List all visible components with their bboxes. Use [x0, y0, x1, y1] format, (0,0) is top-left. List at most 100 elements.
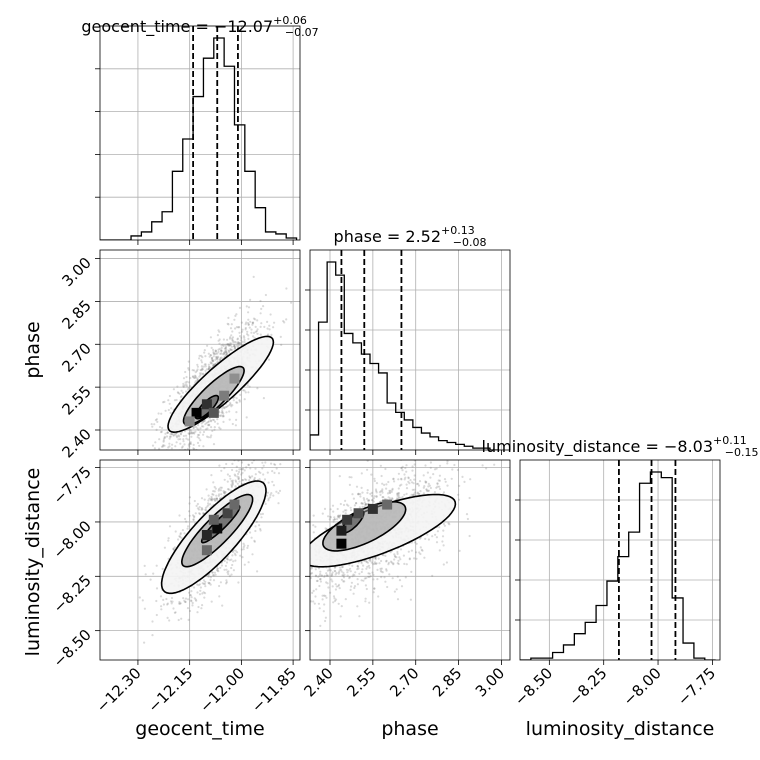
- scatter-point: [296, 578, 298, 580]
- scatter-point: [355, 485, 359, 488]
- scatter-point: [350, 476, 353, 479]
- scatter-point: [342, 510, 345, 513]
- scatter-point: [223, 407, 226, 410]
- scatter-point: [321, 594, 324, 597]
- scatter-point: [408, 557, 411, 560]
- scatter-point: [230, 484, 233, 487]
- scatter-point: [393, 590, 396, 593]
- scatter-point: [163, 546, 166, 549]
- scatter-point: [262, 305, 265, 308]
- scatter-point: [335, 571, 338, 575]
- scatter-point: [193, 448, 196, 450]
- scatter-point: [209, 578, 212, 582]
- scatter-point: [166, 616, 169, 620]
- scatter-point: [233, 347, 236, 350]
- scatter-point: [446, 484, 449, 487]
- scatter-point: [301, 550, 303, 552]
- scatter-point: [143, 641, 146, 644]
- scatter-point: [381, 491, 384, 494]
- x-tick-label-phase: 2.55: [343, 664, 379, 700]
- scatter-point: [340, 605, 343, 608]
- scatter-point: [223, 352, 226, 355]
- scatter-point: [279, 463, 282, 466]
- scatter-point: [347, 504, 350, 507]
- scatter-point: [166, 431, 169, 434]
- scatter-point: [231, 468, 234, 472]
- scatter-point: [175, 441, 178, 444]
- scatter-point: [190, 590, 193, 593]
- scatter-point: [207, 420, 211, 423]
- scatter-point: [206, 505, 209, 508]
- scatter-point: [343, 509, 347, 512]
- scatter-point: [229, 348, 233, 351]
- scatter-point: [438, 479, 441, 482]
- scatter-point: [199, 586, 202, 589]
- scatter-point: [396, 598, 400, 601]
- scatter-point: [141, 494, 143, 496]
- scatter-point: [387, 480, 390, 484]
- scatter-point: [307, 546, 309, 548]
- scatter-point: [218, 426, 221, 429]
- scatter-point: [217, 339, 220, 342]
- scatter-point: [193, 374, 197, 377]
- scatter-point: [188, 384, 192, 388]
- scatter-point: [243, 469, 246, 472]
- scatter-point: [171, 443, 174, 446]
- scatter-point: [210, 434, 213, 437]
- scatter-point: [274, 573, 276, 575]
- scatter-point: [235, 418, 238, 421]
- scatter-point: [290, 301, 293, 304]
- scatter-point: [407, 477, 410, 480]
- scatter-point: [213, 426, 216, 429]
- scatter-point: [221, 604, 224, 607]
- scatter-point: [200, 508, 203, 511]
- scatter-point: [160, 445, 164, 448]
- y-tick-label-phase: 2.55: [58, 382, 94, 418]
- scatter-point: [176, 436, 179, 439]
- scatter-point: [359, 495, 362, 498]
- scatter-point: [163, 456, 165, 458]
- scatter-point: [399, 558, 402, 561]
- scatter-point: [196, 591, 199, 594]
- scatter-point: [372, 563, 375, 566]
- scatter-point: [241, 479, 244, 482]
- scatter-point: [220, 349, 223, 352]
- scatter-point: [334, 583, 337, 586]
- scatter-point: [331, 574, 334, 577]
- scatter-point: [375, 491, 378, 494]
- scatter-point: [338, 569, 341, 572]
- scatter-point: [233, 340, 236, 343]
- scatter-point: [263, 436, 265, 438]
- scatter-point: [388, 573, 391, 576]
- scatter-point: [228, 410, 231, 413]
- scatter-point: [428, 484, 431, 487]
- scatter-point: [233, 473, 236, 476]
- scatter-point: [197, 424, 200, 427]
- scatter-point: [210, 499, 213, 502]
- scatter-point: [275, 490, 278, 493]
- scatter-point: [372, 591, 375, 594]
- scatter-point: [237, 581, 240, 584]
- scatter-point: [203, 592, 207, 595]
- scatter-point: [194, 380, 197, 383]
- title-luminosity-distance: luminosity_distance = −8.03+0.11 −0.15: [482, 434, 759, 459]
- scatter-point: [259, 529, 262, 532]
- scatter-point: [185, 520, 188, 523]
- scatter-point: [317, 567, 321, 570]
- scatter-point: [333, 516, 336, 519]
- scatter-point: [321, 512, 324, 515]
- scatter-point: [378, 562, 381, 565]
- scatter-point: [233, 345, 236, 348]
- scatter-point: [322, 610, 325, 613]
- scatter-point: [324, 619, 327, 623]
- scatter-point: [207, 421, 210, 424]
- scatter-point: [384, 554, 387, 558]
- title-geocent-time: geocent_time = −12.07+0.06 −0.07: [81, 14, 318, 39]
- scatter-point: [200, 422, 203, 425]
- scatter-point: [197, 508, 201, 511]
- scatter-point: [191, 369, 194, 372]
- scatter-point: [335, 518, 339, 521]
- scatter-point: [167, 446, 170, 449]
- scatter-point: [188, 445, 191, 448]
- scatter-point: [422, 440, 424, 442]
